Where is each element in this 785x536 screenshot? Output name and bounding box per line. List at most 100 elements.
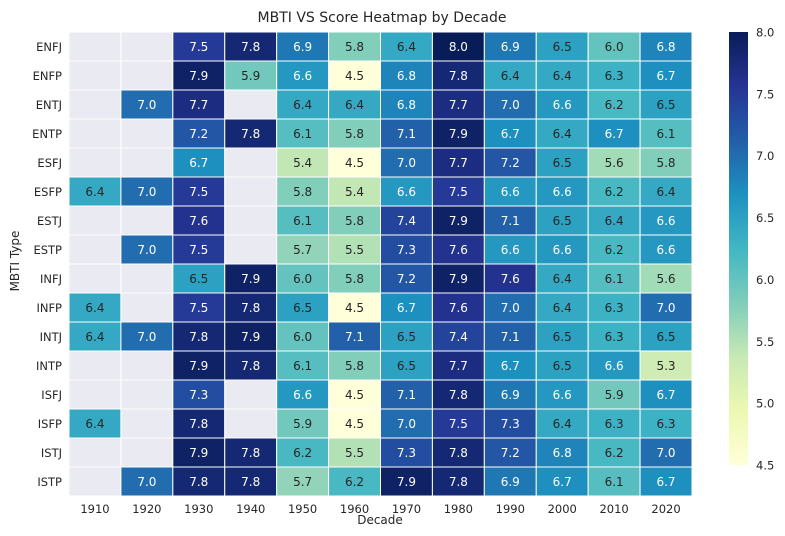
heatmap-cell-label: 7.3 xyxy=(189,388,208,402)
heatmap-cell xyxy=(120,31,174,62)
heatmap-cell-label: 6.5 xyxy=(553,330,572,344)
heatmap-cell-label: 7.7 xyxy=(449,98,468,112)
heatmap-cell-label: 6.2 xyxy=(605,243,624,257)
heatmap-cell xyxy=(639,437,693,468)
heatmap-cell xyxy=(120,205,174,236)
heatmap-cell xyxy=(639,89,693,120)
heatmap-cell xyxy=(120,147,174,178)
heatmap-cell-label: 7.7 xyxy=(189,98,208,112)
y-tick-label: ESTJ xyxy=(37,214,62,228)
heatmap-cell-label: 7.9 xyxy=(397,475,416,489)
heatmap-cell-label: 6.3 xyxy=(605,69,624,83)
heatmap-cell xyxy=(120,263,174,294)
heatmap-cell xyxy=(172,118,226,149)
heatmap-cell xyxy=(68,60,122,91)
heatmap-cell xyxy=(639,147,693,178)
heatmap-cell-label: 4.5 xyxy=(345,417,364,431)
heatmap-cell xyxy=(120,89,174,120)
x-tick-label: 1950 xyxy=(288,502,317,516)
heatmap-cell-label: 6.6 xyxy=(656,214,675,228)
chart-title: MBTI VS Score Heatmap by Decade xyxy=(258,10,507,26)
heatmap-cell xyxy=(380,321,433,352)
heatmap-cell xyxy=(587,60,641,91)
heatmap-cell-label: 4.5 xyxy=(345,69,364,83)
heatmap-cell-label: 7.0 xyxy=(137,185,156,199)
colorbar-tick-label: 5.5 xyxy=(756,335,774,349)
heatmap-cell-label: 5.5 xyxy=(345,446,364,460)
heatmap-cell xyxy=(68,118,122,149)
heatmap-cell-label: 7.8 xyxy=(449,475,468,489)
heatmap-cell-label: 6.4 xyxy=(345,98,364,112)
heatmap-cell xyxy=(431,379,485,410)
heatmap-cell-label: 6.5 xyxy=(553,156,572,170)
heatmap-cell xyxy=(483,379,537,410)
heatmap-cell xyxy=(276,321,330,352)
heatmap-cell xyxy=(68,31,122,62)
heatmap-cell xyxy=(276,379,330,410)
colorbar-tick-label: 8.0 xyxy=(756,26,774,40)
heatmap-cell-label: 7.4 xyxy=(397,214,416,228)
heatmap-cell xyxy=(587,176,641,207)
heatmap-cell xyxy=(380,234,433,265)
heatmap-cell-label: 6.9 xyxy=(293,40,312,54)
heatmap-cell-label: 7.1 xyxy=(397,127,416,141)
heatmap-cell-label: 6.4 xyxy=(553,417,572,431)
heatmap-cell xyxy=(224,60,278,91)
heatmap-cell-label: 6.4 xyxy=(553,301,572,315)
heatmap-cell-label: 7.2 xyxy=(189,127,208,141)
heatmap-cell-label: 6.8 xyxy=(656,40,675,54)
heatmap-cell xyxy=(224,89,278,120)
heatmap-cell-label: 7.8 xyxy=(241,127,260,141)
y-tick-label: ESFJ xyxy=(37,156,62,170)
y-tick-label: ISTP xyxy=(37,475,62,489)
heatmap-cell xyxy=(120,118,174,149)
heatmap-cell xyxy=(535,437,589,468)
x-tick-label: 1960 xyxy=(340,502,369,516)
y-axis-label: MBTI Type xyxy=(8,231,22,292)
heatmap-cell-labels: 7.5 7.8 6.9 5.8 6.4 8.0 6.9 6.5 6.0 6.8 7.9 5.9 6.6 4… xyxy=(85,40,675,489)
heatmap-cell xyxy=(535,292,589,323)
heatmap-cell-label: 6.5 xyxy=(397,330,416,344)
heatmap-cell xyxy=(224,408,278,439)
heatmap-cell-label: 7.0 xyxy=(397,417,416,431)
heatmap-cell-label: 6.8 xyxy=(553,446,572,460)
heatmap-cell-label: 5.9 xyxy=(241,69,260,83)
heatmap-cell-label: 6.0 xyxy=(293,272,312,286)
heatmap-cell-label: 6.4 xyxy=(85,301,104,315)
y-tick-label: ESFP xyxy=(34,185,62,199)
heatmap-cell xyxy=(120,176,174,207)
heatmap-cell xyxy=(639,408,693,439)
x-tick-label: 1970 xyxy=(392,502,421,516)
heatmap-cell xyxy=(639,234,693,265)
heatmap-cell-label: 5.4 xyxy=(345,185,364,199)
colorbar-tick-label: 7.5 xyxy=(756,87,774,101)
x-axis-label: Decade xyxy=(357,513,403,527)
heatmap-cell xyxy=(172,89,226,120)
heatmap-cell xyxy=(120,350,174,381)
heatmap-cell-label: 6.6 xyxy=(501,243,520,257)
heatmap-cell-label: 5.9 xyxy=(293,417,312,431)
heatmap-cell xyxy=(276,147,330,178)
y-tick-label: ENTJ xyxy=(36,98,62,112)
heatmap-cell-label: 7.0 xyxy=(397,156,416,170)
y-tick-label: ENTP xyxy=(32,127,62,141)
heatmap-cell xyxy=(276,263,330,294)
heatmap-cell xyxy=(431,31,485,62)
heatmap-cell-label: 6.5 xyxy=(656,98,675,112)
heatmap-cell xyxy=(120,234,174,265)
heatmap-cell-label: 7.9 xyxy=(241,330,260,344)
heatmap-cell-label: 7.9 xyxy=(241,272,260,286)
heatmap-cell-label: 6.5 xyxy=(553,359,572,373)
heatmap-cell-label: 7.8 xyxy=(449,446,468,460)
heatmap-cell xyxy=(431,437,485,468)
heatmap-cell xyxy=(68,263,122,294)
y-axis-tick-labels: ENFJ ENFP ENTJ ENTP ESFJ ESFP ESTJ ESTP INFJ INFP… xyxy=(32,40,62,489)
heatmap-cell-label: 6.6 xyxy=(293,388,312,402)
heatmap-cell xyxy=(68,147,122,178)
heatmap-cell xyxy=(224,205,278,236)
heatmap-cell-label: 6.6 xyxy=(501,185,520,199)
heatmap-cell xyxy=(380,292,433,323)
heatmap-cell xyxy=(483,147,537,178)
heatmap-cell-label: 5.8 xyxy=(345,214,364,228)
heatmap-cell xyxy=(120,437,174,468)
